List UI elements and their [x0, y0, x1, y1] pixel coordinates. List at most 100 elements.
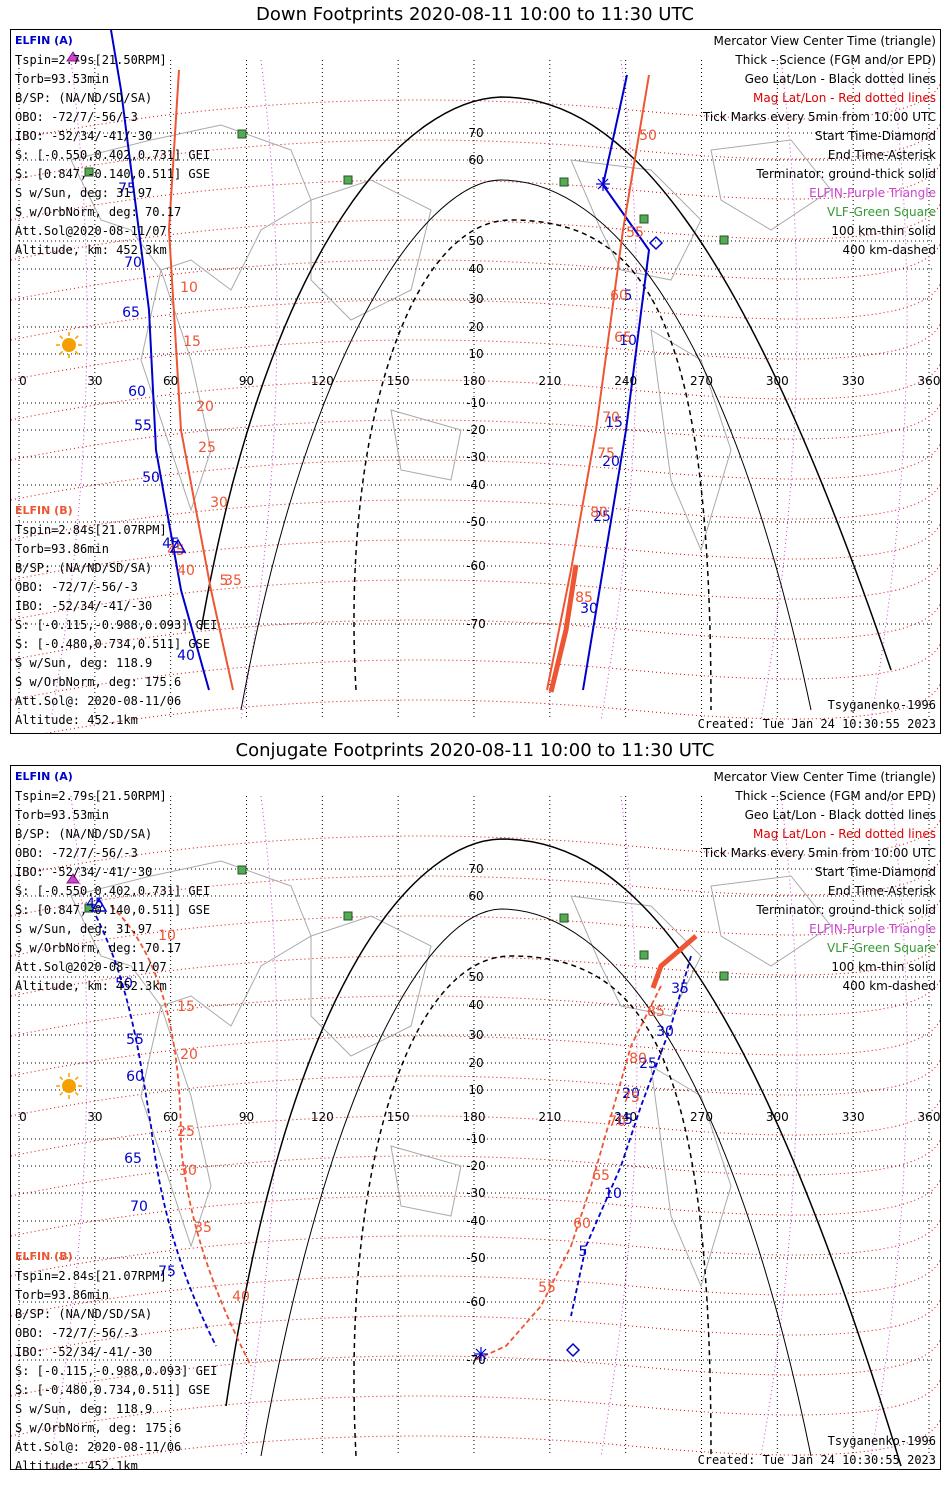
mag-latitude-line — [11, 362, 940, 421]
terminator-400km — [353, 219, 712, 711]
mag-latitude-line — [11, 1098, 940, 1157]
mag-latitude-line — [45, 682, 940, 733]
lat-tick-label: -20 — [466, 423, 486, 437]
vlf-square-icon — [84, 167, 94, 177]
coastline — [570, 159, 702, 281]
elfin-a-info-line: IBO: -52/34/-41/-30 — [15, 865, 153, 879]
elfin-b-tick-label: 50 — [639, 128, 657, 144]
created-timestamp: Created: Tue Jan 24 10:30:55 2023 — [697, 1453, 936, 1467]
lon-tick-label: 90 — [239, 1110, 254, 1124]
elfin-a-info-line: S w/OrbNorm, deg: 70.17 — [15, 941, 182, 955]
elfin-b-track-right — [472, 985, 662, 1362]
lat-tick-label: 20 — [468, 320, 483, 334]
vlf-square-icon — [639, 214, 649, 224]
axis-labels: 0 30 60 90 120 150 180 210 240 270 300 330 360 70 60 50… — [19, 51, 941, 664]
start-diamond-icon — [648, 235, 664, 251]
elfin-b-info-line: S: [-0.115,-0.988,0.093] GEI — [15, 618, 218, 632]
elfin-a-tick-label: 70 — [130, 1199, 148, 1215]
elfin-a-info-line: S: [-0.550,0.402,0.731] GEI — [15, 884, 211, 898]
mag-latitude-line — [11, 162, 940, 221]
elfin-a-tick-label: 15 — [615, 1112, 633, 1128]
mag-grid — [11, 795, 940, 1469]
elfin-b-info-line: S: [-0.115,-0.988,0.093] GEI — [15, 1364, 218, 1378]
coastlines — [70, 124, 832, 552]
elfin-a-tick-label: 25 — [639, 1056, 657, 1072]
elfin-a-tick-label: 65 — [124, 1151, 142, 1167]
elfin-b-tick-label: 60 — [610, 288, 628, 304]
legend-line: Mag Lat/Lon - Red dotted lines — [752, 91, 936, 105]
elfin-a-tick-label: 30 — [580, 601, 598, 617]
elfin-a-info-line: IBO: -52/34/-41/-30 — [15, 129, 153, 143]
mag-latitude-line — [11, 1298, 940, 1357]
lat-tick-label: -50 — [466, 1251, 486, 1265]
elfin-a-tick-label: 65 — [122, 305, 140, 321]
model-label: Tsyganenko-1996 — [827, 1434, 936, 1448]
elfin-a-track-right — [570, 955, 692, 1317]
end-asterisk-icon — [596, 177, 610, 191]
elfin-b-info-line: S w/OrbNorm, deg: 175.6 — [15, 675, 182, 689]
lon-tick-label: 180 — [463, 1110, 486, 1124]
lon-tick-label: 360 — [918, 1110, 941, 1124]
lon-tick-label: 0 — [19, 374, 27, 388]
lat-tick-label: 30 — [468, 1028, 483, 1042]
legend-line: Tick Marks every 5min from 10:00 UTC — [702, 846, 936, 860]
sun-icon — [56, 1073, 82, 1099]
geo-grid — [18, 796, 932, 1456]
elfin-b-tick-label: 85 — [575, 590, 593, 606]
terminator-lines — [200, 96, 892, 711]
legend-line: Terminator: ground-thick solid — [756, 903, 936, 917]
elfin-b-info-line: S w/OrbNorm, deg: 175.6 — [15, 1421, 182, 1435]
elfin-b-tick-label: 65 — [592, 1168, 610, 1184]
elfin-b-tick-label: 80 — [629, 1051, 647, 1067]
legend-line: 100 km-thin solid — [831, 224, 936, 238]
elfin-b-track-left — [167, 69, 234, 691]
lat-tick-label: -30 — [466, 450, 486, 464]
geo-grid — [18, 60, 932, 720]
legend-line: Tick Marks every 5min from 10:00 UTC — [702, 110, 936, 124]
mag-latitude-line — [11, 818, 940, 877]
vlf-square-icon — [343, 911, 353, 921]
elfin-a-tick-label: 40 — [177, 648, 195, 664]
elfin-a-header: ELFIN (A) — [15, 770, 73, 783]
lat-tick-label: 10 — [468, 1083, 483, 1097]
elfin-a-info-line: Torb=93.53min — [15, 808, 109, 822]
start-diamond-icon — [565, 1342, 581, 1358]
elfin-b-tick-label: 60 — [573, 1216, 591, 1232]
elfin-a-info-line: Att.Sol@2020-08-11/07 — [15, 224, 167, 238]
elfin-b-info-line: IBO: -52/34/-41/-30 — [15, 599, 153, 613]
conjugate-footprints-map: 0 30 60 90 120 150 180 210 240 270 300 330 360 70 60 50… — [10, 765, 941, 1470]
legend-line: Mercator View Center Time (triangle) — [713, 770, 936, 784]
coastline — [70, 124, 312, 291]
lat-tick-label: 20 — [468, 1056, 483, 1070]
elfin-a-tick-label: 60 — [128, 384, 146, 400]
mag-latitude-line — [11, 1338, 940, 1397]
elfin-b-tick-label: 15 — [183, 334, 201, 350]
lon-tick-label: 330 — [842, 1110, 865, 1124]
lat-tick-label: 60 — [468, 153, 483, 167]
elfin-a-track-left — [110, 30, 210, 691]
lon-tick-label: 150 — [387, 374, 410, 388]
elfin-a-tick-label: 50 — [142, 470, 160, 486]
elfin-b-tick-label: 65 — [614, 330, 632, 346]
vlf-square-icon — [237, 865, 247, 875]
lon-tick-label: 120 — [311, 1110, 334, 1124]
elfin-a-tick-label: 55 — [126, 1032, 144, 1048]
legend-line: Terminator: ground-thick solid — [756, 167, 936, 181]
elfin-b-info-line: Tspin=2.84s[21.07RPM] — [15, 1269, 167, 1283]
coastline — [310, 915, 432, 1057]
elfin-a-tick-label: 75 — [118, 181, 136, 197]
elfin-b-info-line: B/SP: (NA/ND/SD/SA) — [15, 1307, 153, 1321]
lon-tick-label: 360 — [918, 374, 941, 388]
mag-latitude-line — [11, 1218, 940, 1277]
elfin-a-info-line: Att.Sol@2020-08-11/07 — [15, 960, 167, 974]
lon-tick-label: 330 — [842, 374, 865, 388]
mag-longitude-line — [240, 795, 278, 1457]
lat-tick-label: -70 — [466, 617, 486, 631]
legend-line: ELFIN-Purple Triangle — [809, 186, 936, 200]
legend-line: VLF-Green Square — [827, 941, 936, 955]
elfin-a-tick-label: 25 — [593, 509, 611, 525]
mag-latitude-line — [11, 122, 940, 181]
terminator-ground — [200, 96, 892, 671]
mag-latitude-line — [11, 322, 940, 381]
mag-latitude-line — [11, 442, 940, 501]
